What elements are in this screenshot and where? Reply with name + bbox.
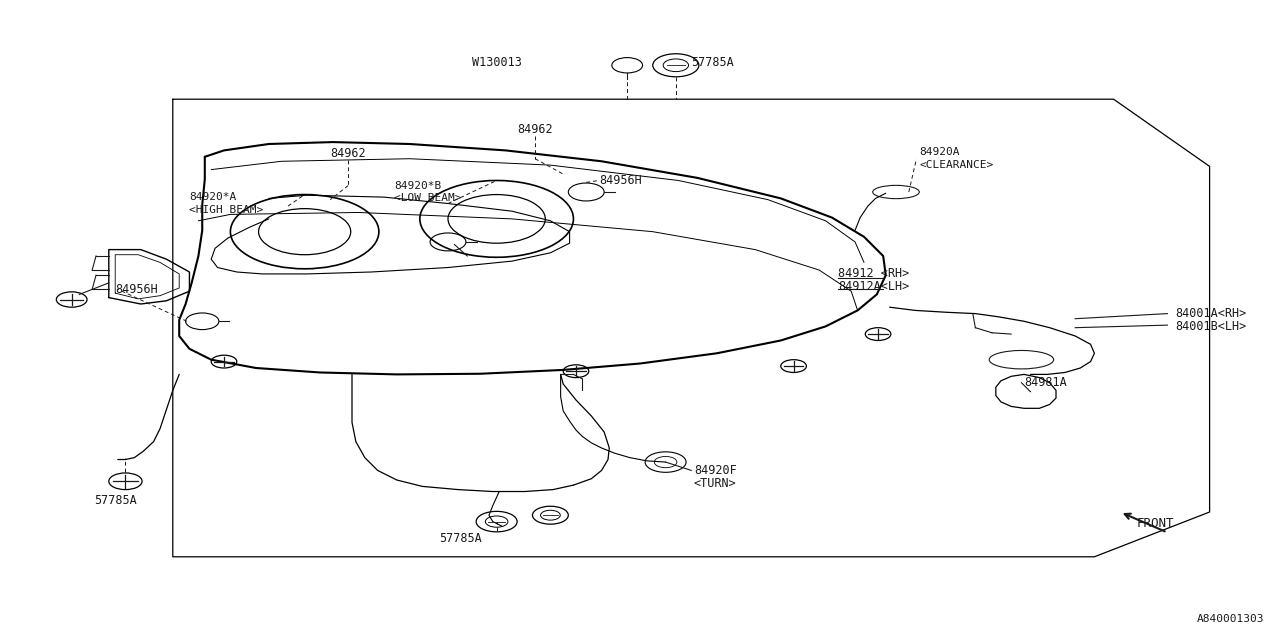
Text: 84001A<RH>: 84001A<RH> (1175, 307, 1247, 320)
Text: 84920F: 84920F (694, 464, 736, 477)
Text: W130013: W130013 (472, 56, 522, 69)
Text: 57785A: 57785A (691, 56, 733, 69)
Text: 84912 <RH>: 84912 <RH> (838, 268, 910, 280)
Text: <TURN>: <TURN> (694, 477, 736, 490)
Text: 84912A<LH>: 84912A<LH> (838, 280, 910, 293)
Text: 84920*B: 84920*B (394, 180, 442, 191)
Text: 84962: 84962 (330, 147, 366, 160)
Text: <HIGH BEAM>: <HIGH BEAM> (189, 205, 264, 215)
Text: FRONT: FRONT (1137, 517, 1174, 530)
Text: 84956H: 84956H (115, 283, 157, 296)
Text: 84920A: 84920A (919, 147, 960, 157)
Text: 84920*A: 84920*A (189, 192, 237, 202)
Text: 84981A: 84981A (1024, 376, 1066, 389)
Text: 57785A: 57785A (93, 494, 137, 507)
Text: 84001B<LH>: 84001B<LH> (1175, 320, 1247, 333)
Text: <LOW BEAM>: <LOW BEAM> (394, 193, 462, 204)
Text: 84962: 84962 (517, 123, 553, 136)
Text: <CLEARANCE>: <CLEARANCE> (919, 160, 993, 170)
Text: A840001303: A840001303 (1197, 614, 1265, 624)
Text: 57785A: 57785A (439, 532, 483, 545)
Text: 84956H: 84956H (599, 174, 641, 187)
